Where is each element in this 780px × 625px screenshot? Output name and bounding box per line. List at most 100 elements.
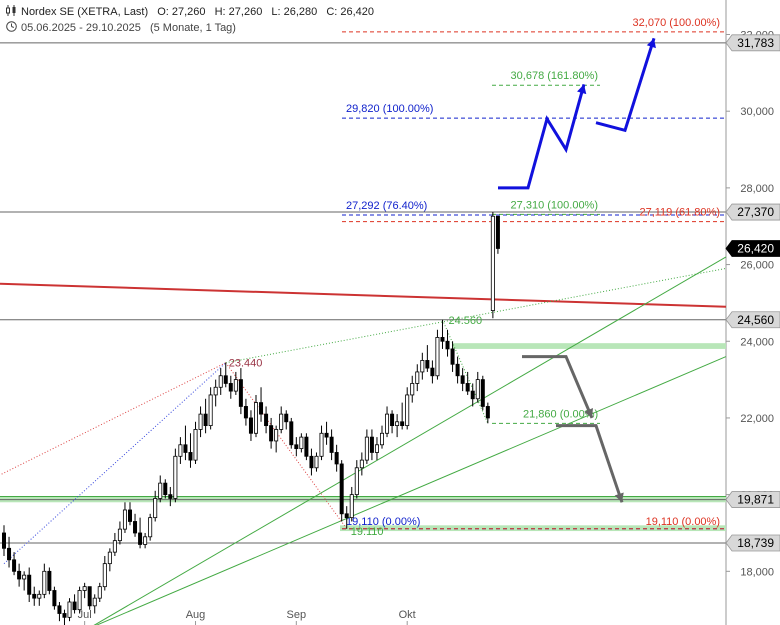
candle-body [117, 528, 122, 542]
bearish-arrow-head [614, 492, 624, 503]
bearish-scenario-path [522, 355, 594, 419]
period: (5 Monate, 1 Tag) [149, 22, 236, 34]
y-tick-label: 26,000 [740, 260, 774, 272]
x-tick-label: Aug [186, 609, 206, 621]
candle-body [102, 563, 107, 588]
candle-body [218, 375, 223, 388]
candle-body [334, 452, 339, 465]
candle-body [420, 360, 425, 373]
candle-body [425, 360, 430, 369]
dotted-green-swing [442, 319, 489, 424]
price-badge [725, 491, 780, 508]
swing-low-label: 19.110 [351, 526, 384, 538]
y-tick-label: 18,000 [740, 566, 774, 578]
candle-body [415, 371, 420, 384]
y-tick-label: 22,000 [740, 413, 774, 425]
candle-body [203, 413, 208, 427]
candle-body [314, 455, 319, 469]
y-tick-label: 28,000 [740, 183, 774, 195]
candle-body [138, 532, 143, 545]
candle-body [490, 215, 495, 311]
candle-body [158, 482, 163, 499]
candle-body [274, 429, 279, 442]
clock-icon [6, 21, 17, 32]
candle-body [37, 593, 42, 599]
dotted-red-connector [0, 362, 226, 476]
candle-body [294, 444, 299, 450]
price-badge-label: 26,420 [737, 241, 774, 255]
candle-body [97, 586, 102, 599]
price-badge [725, 311, 780, 329]
candle-body [354, 467, 359, 496]
price-badge-label: 27,370 [737, 205, 774, 219]
fib-level-label: 27,119 (61.80%) [639, 207, 720, 219]
instrument-title: Nordex SE (XETRA, Last) [21, 6, 149, 18]
candle-body [52, 590, 57, 607]
dotted-blue-connector [3, 362, 227, 565]
candle-body [289, 421, 294, 446]
candlestick-icon [6, 5, 16, 16]
green-lower-trendline [95, 356, 727, 625]
bearish-scenario-path [556, 424, 624, 503]
candle-body [173, 455, 178, 499]
candle-body [410, 383, 415, 396]
candle-body [475, 379, 480, 400]
candle-body [269, 425, 274, 442]
candle-body [17, 570, 22, 580]
candle-body [480, 379, 485, 407]
candle-body [223, 375, 228, 384]
candle-body [148, 517, 153, 538]
candle-body [112, 540, 117, 553]
candle-body [385, 413, 390, 434]
candle-body [455, 363, 460, 377]
price-badge-label: 31,783 [737, 36, 774, 50]
price-badge-label: 19,871 [737, 493, 774, 507]
candle-body [57, 605, 62, 614]
candle-body [390, 413, 395, 427]
candle-body [344, 513, 349, 519]
candle-body [339, 463, 344, 515]
candle-body [253, 402, 258, 434]
candle-body [395, 421, 400, 427]
price-badge [725, 34, 780, 52]
candle-body [259, 402, 264, 415]
candle-body [193, 429, 198, 461]
candle-body [299, 436, 304, 450]
x-tick-label: Okt [399, 609, 416, 621]
candle-body [284, 413, 289, 423]
candle-body [440, 337, 445, 342]
candle-body [324, 432, 329, 438]
candle-body [470, 390, 475, 400]
candle-body [430, 367, 435, 377]
swing-high-label: 24.560 [448, 315, 482, 327]
date-range: 05.06.2025 - 29.10.2025 [21, 22, 141, 34]
candle-body [107, 551, 112, 565]
chart-subheader: 05.06.2025 - 29.10.2025 (5 Monate, 1 Tag… [6, 21, 242, 34]
x-tick-label: Jul [78, 609, 92, 621]
swing-high-label: 23.440 [229, 358, 263, 370]
x-tick-label: Sep [287, 609, 307, 621]
candle-body [208, 394, 213, 427]
bullish-arrow-head [646, 38, 656, 49]
candle-body [122, 509, 127, 530]
candle-body [329, 436, 334, 453]
y-tick-label: 30,000 [740, 106, 774, 118]
dotted-red-swing [225, 362, 348, 530]
candle-body [400, 421, 405, 427]
candle-body [243, 406, 248, 419]
candle-body [248, 417, 253, 434]
candle-body [364, 436, 369, 461]
price-badge [725, 240, 780, 257]
candle-body [188, 452, 193, 461]
bullish-arrow-head [577, 84, 587, 95]
candle-body [133, 521, 138, 534]
candle-body [7, 547, 12, 561]
close-value: C: 26,420 [326, 6, 375, 18]
candle-body [379, 432, 384, 446]
candle-body [228, 383, 233, 392]
candle-body [495, 215, 500, 249]
candle-body [238, 379, 243, 407]
y-tick-label: 24,000 [740, 336, 774, 348]
support-zone [340, 525, 726, 532]
price-badge [725, 534, 780, 552]
